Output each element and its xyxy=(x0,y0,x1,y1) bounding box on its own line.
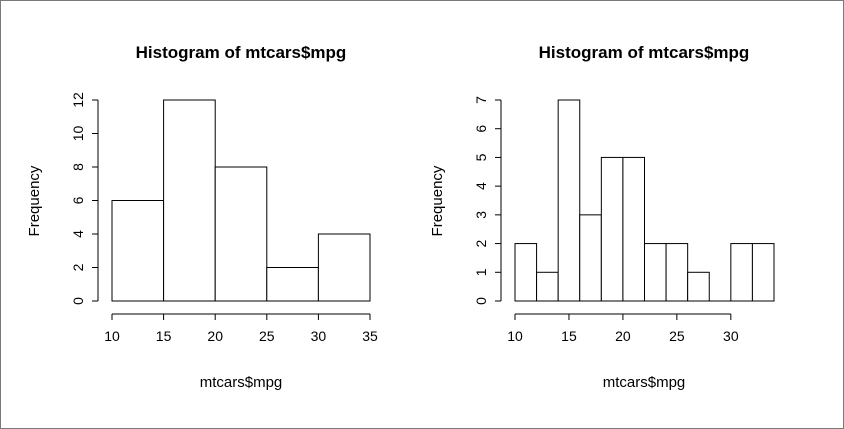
histogram-bar xyxy=(687,271,710,302)
histogram-bar xyxy=(622,156,646,302)
histogram-bar xyxy=(600,156,624,302)
x-tick-label: 30 xyxy=(723,328,739,344)
x-tick-label: 35 xyxy=(362,328,378,344)
x-tick-label: 30 xyxy=(311,328,327,344)
histogram-bar xyxy=(751,243,775,302)
y-tick-label: 0 xyxy=(70,297,86,305)
x-tick-label: 20 xyxy=(207,328,223,344)
x-axis: 10 15 20 25 30 xyxy=(507,313,739,344)
x-tick-label: 25 xyxy=(669,328,685,344)
x-tick-label: 15 xyxy=(156,328,172,344)
y-tick-label: 1 xyxy=(473,268,489,276)
y-axis-label: Frequency xyxy=(429,165,446,236)
histogram-bar xyxy=(557,99,581,302)
histogram-bar xyxy=(644,243,667,302)
y-tick-label: 2 xyxy=(70,263,86,271)
histogram-bar xyxy=(111,200,165,302)
bars-group xyxy=(111,99,371,302)
histogram-panel-right: Histogram of mtcars$mpg mtcars$mpg Frequ… xyxy=(429,43,775,391)
y-axis-label: Frequency xyxy=(26,165,43,236)
x-axis-label: mtcars$mpg xyxy=(603,374,686,391)
y-tick-label: 7 xyxy=(473,96,489,104)
y-tick-label: 4 xyxy=(70,230,86,238)
x-tick-label: 25 xyxy=(259,328,275,344)
y-tick-label: 6 xyxy=(70,196,86,204)
histogram-bar xyxy=(514,243,538,302)
y-tick-label: 3 xyxy=(473,211,489,219)
histogram-bar xyxy=(214,166,268,302)
x-axis-label: mtcars$mpg xyxy=(200,374,283,391)
bars-group xyxy=(514,99,775,302)
y-tick-label: 4 xyxy=(473,182,489,190)
histogram-bar xyxy=(579,214,602,302)
chart-title: Histogram of mtcars$mpg xyxy=(539,43,750,62)
y-tick-label: 10 xyxy=(70,126,86,142)
y-tick-label: 2 xyxy=(473,239,489,247)
histogram-bar xyxy=(317,233,371,302)
histogram-bar xyxy=(266,267,319,302)
histogram-bar xyxy=(665,243,689,302)
x-tick-label: 10 xyxy=(507,328,523,344)
chart-title: Histogram of mtcars$mpg xyxy=(136,43,347,62)
y-tick-label: 12 xyxy=(70,92,86,108)
histogram-bar xyxy=(536,271,559,302)
x-tick-label: 10 xyxy=(104,328,120,344)
x-tick-label: 15 xyxy=(561,328,577,344)
y-axis: 0 1 2 3 4 5 6 7 xyxy=(473,96,502,305)
y-tick-label: 8 xyxy=(70,163,86,171)
x-axis: 10 15 20 25 30 35 xyxy=(104,313,378,344)
y-tick-label: 5 xyxy=(473,153,489,161)
y-tick-label: 0 xyxy=(473,297,489,305)
x-tick-label: 20 xyxy=(615,328,631,344)
y-axis: 0 2 4 6 8 10 12 xyxy=(70,92,99,305)
histogram-bar xyxy=(163,99,216,302)
y-tick-label: 6 xyxy=(473,125,489,133)
histogram-bar xyxy=(730,243,753,302)
histogram-panel-left: Histogram of mtcars$mpg mtcars$mpg Frequ… xyxy=(26,43,378,391)
